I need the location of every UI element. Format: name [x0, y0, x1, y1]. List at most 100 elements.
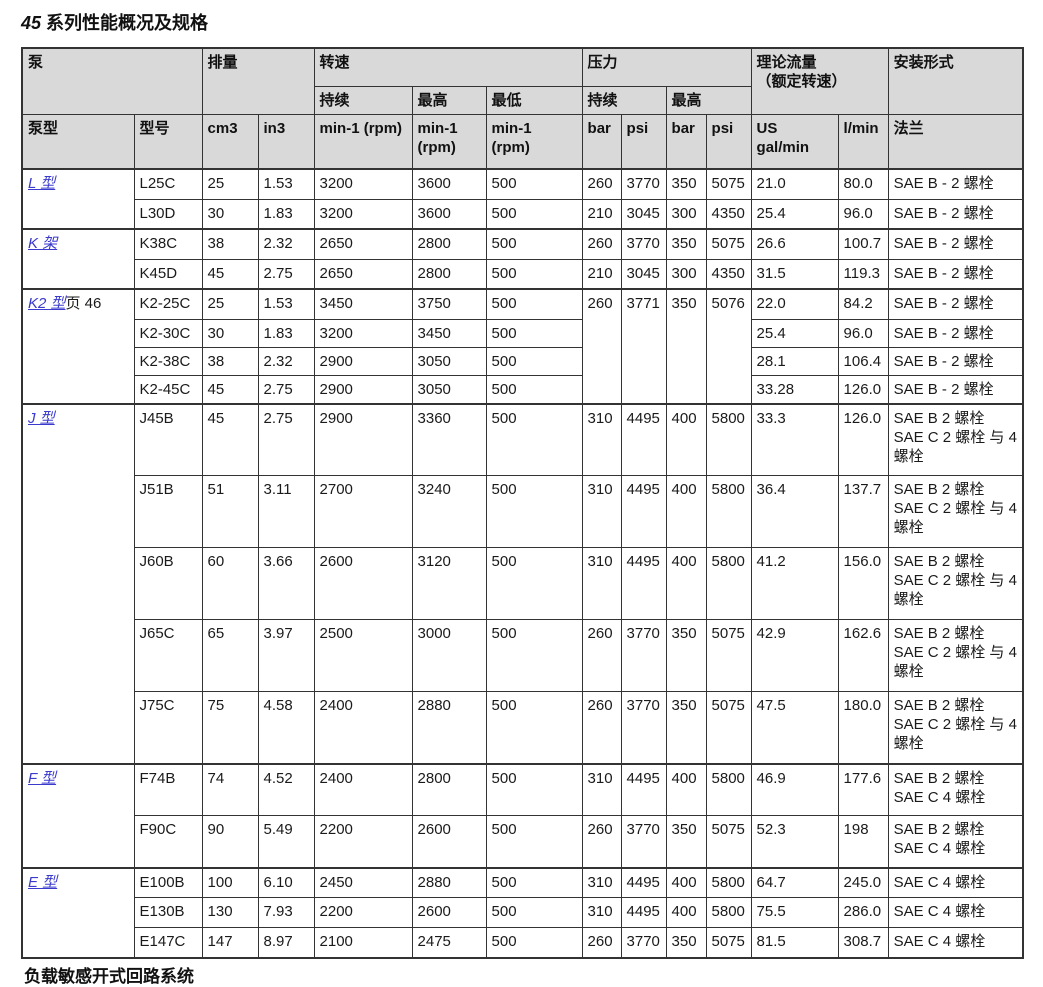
col-header-speed-continuous: 持续: [313, 85, 413, 115]
cell-press-max-psi: 5800: [705, 762, 752, 816]
table-row: L30D 30 1.83 3200 3600 500 210 3045 300 …: [22, 198, 1024, 230]
cell-mounting: SAE C 4 螺栓: [887, 866, 1024, 898]
group-cell-f: F 型: [21, 762, 135, 868]
cell-speed-max: 2800: [411, 762, 487, 816]
cell-disp-cm3: 45: [201, 402, 259, 476]
cell-speed-min: 500: [485, 374, 583, 404]
cell-press-max-psi: 5075: [705, 168, 752, 200]
table-row: K45D 45 2.75 2650 2800 500 210 3045 300 …: [22, 258, 1024, 290]
group-link-k2[interactable]: K2 型: [28, 295, 66, 312]
cell-speed-cont: 2500: [313, 619, 413, 692]
cell-flow-lmin: 106.4: [837, 346, 889, 376]
cell-speed-cont: 2900: [313, 402, 413, 476]
cell-speed-cont: 3200: [313, 168, 413, 200]
col-header-speed: 转速: [313, 47, 583, 87]
cell-speed-cont: 2650: [313, 258, 413, 290]
cell-disp-cm3: 90: [201, 815, 259, 868]
cell-disp-in3: 7.93: [257, 897, 315, 928]
cell-press-max-bar: 300: [665, 258, 707, 290]
cell-speed-min: 500: [485, 402, 583, 476]
cell-disp-in3: 3.11: [257, 475, 315, 548]
col-header-pressure: 压力: [581, 47, 752, 87]
cell-press-max-psi: 4350: [705, 258, 752, 290]
cell-speed-max: 2475: [411, 927, 487, 958]
table-row: E130B 130 7.93 2200 2600 500 310 4495 40…: [22, 897, 1024, 928]
group-link-k[interactable]: K 架: [28, 235, 58, 252]
cell-speed-min: 500: [485, 198, 583, 230]
cell-model: J75C: [133, 691, 203, 764]
cell-press-max-bar: 400: [665, 475, 707, 548]
cell-flow-usgal: 64.7: [750, 866, 839, 898]
cell-speed-min: 500: [485, 691, 583, 764]
cell-press-max-psi: 5075: [705, 228, 752, 260]
cell-press-max-bar: 350: [665, 619, 707, 692]
col-header-displacement: 排量: [201, 47, 315, 115]
cell-press-max-bar: 300: [665, 198, 707, 230]
group-link-l[interactable]: L 型: [28, 175, 56, 192]
cell-model: J65C: [133, 619, 203, 692]
cell-press-cont-bar: 260: [581, 168, 622, 200]
mounting-line1: SAE B 2 螺栓: [893, 625, 985, 642]
cell-model: J60B: [133, 547, 203, 620]
group-link-e[interactable]: E 型: [28, 873, 58, 891]
unit-header-psi-continuous: psi: [620, 113, 667, 170]
cell-speed-cont: 3200: [313, 318, 413, 348]
group-link-f[interactable]: F 型: [28, 769, 57, 787]
section-heading-partial: 负载敏感开式回路系统: [24, 966, 194, 986]
mounting-line2: SAE C 2 螺栓 与 4 螺栓: [893, 500, 1017, 536]
table-row: E147C 147 8.97 2100 2475 500 260 3770 35…: [22, 927, 1024, 958]
cell-flow-usgal: 33.28: [750, 374, 839, 404]
mounting-line2: SAE C 2 螺栓 与 4 螺栓: [893, 644, 1017, 680]
cell-flow-usgal: 21.0: [750, 168, 839, 200]
cell-mounting: SAE B - 2 螺栓: [887, 228, 1024, 260]
cell-press-cont-psi: 3770: [620, 228, 667, 260]
cell-flow-usgal: 41.2: [750, 547, 839, 620]
cell-press-cont-psi: 3770: [620, 927, 667, 958]
table-row: J75C 75 4.58 2400 2880 500 260 3770 350 …: [22, 691, 1024, 764]
group-cell-e: E 型: [21, 866, 135, 958]
cell-disp-cm3: 130: [201, 897, 259, 928]
cell-flow-usgal: 25.4: [750, 318, 839, 348]
cell-model: K38C: [133, 228, 203, 260]
cell-model: E130B: [133, 897, 203, 928]
cell-mounting: SAE B - 2 螺栓: [887, 198, 1024, 230]
cell-speed-cont: 2200: [313, 897, 413, 928]
table-row: E 型 E100B 100 6.10 2450 2880 500 310 449…: [21, 866, 1024, 958]
cell-speed-max: 2800: [411, 258, 487, 290]
cell-press-cont-bar: 310: [581, 475, 622, 548]
cell-speed-cont: 2450: [313, 866, 413, 898]
mounting-line2: SAE C 2 螺栓 与 4 螺栓: [893, 716, 1017, 752]
mounting-line1: SAE B 2 螺栓: [893, 697, 985, 714]
cell-model: E147C: [133, 927, 203, 958]
cell-model: L30D: [133, 198, 203, 230]
cell-disp-in3: 8.97: [257, 927, 315, 958]
cell-disp-cm3: 45: [201, 374, 259, 404]
cell-model: K45D: [133, 258, 203, 290]
cell-model: J51B: [133, 475, 203, 548]
cell-disp-in3: 3.66: [257, 547, 315, 620]
cell-disp-cm3: 51: [201, 475, 259, 548]
cell-model: K2-30C: [133, 318, 203, 348]
cell-mounting: SAE B 2 螺栓 SAE C 2 螺栓 与 4 螺栓: [887, 547, 1024, 620]
cell-speed-cont: 2650: [313, 228, 413, 260]
table-row: K2-38C 38 2.32 2900 3050 500 28.1 106.4 …: [22, 346, 1024, 376]
unit-header-in3: in3: [257, 113, 315, 170]
cell-mounting: SAE B - 2 螺栓: [887, 374, 1024, 404]
cell-flow-usgal: 33.3: [750, 402, 839, 476]
cell-model: K2-38C: [133, 346, 203, 376]
cell-disp-cm3: 75: [201, 691, 259, 764]
cell-press-max-bar: 400: [665, 402, 707, 476]
cell-speed-min: 500: [485, 866, 583, 898]
cell-mounting: SAE B - 2 螺栓: [887, 346, 1024, 376]
cell-mounting: SAE B 2 螺栓 SAE C 2 螺栓 与 4 螺栓: [887, 691, 1024, 764]
cell-disp-in3: 1.53: [257, 288, 315, 320]
cell-speed-cont: 2900: [313, 374, 413, 404]
cell-disp-in3: 2.75: [257, 374, 315, 404]
unit-header-cm3: cm3: [201, 113, 259, 170]
col-header-pump-type: 泵型: [21, 113, 135, 170]
cell-flow-usgal: 28.1: [750, 346, 839, 376]
cell-speed-min: 500: [485, 475, 583, 548]
group-link-j[interactable]: J 型: [28, 409, 55, 427]
cell-disp-cm3: 30: [201, 318, 259, 348]
